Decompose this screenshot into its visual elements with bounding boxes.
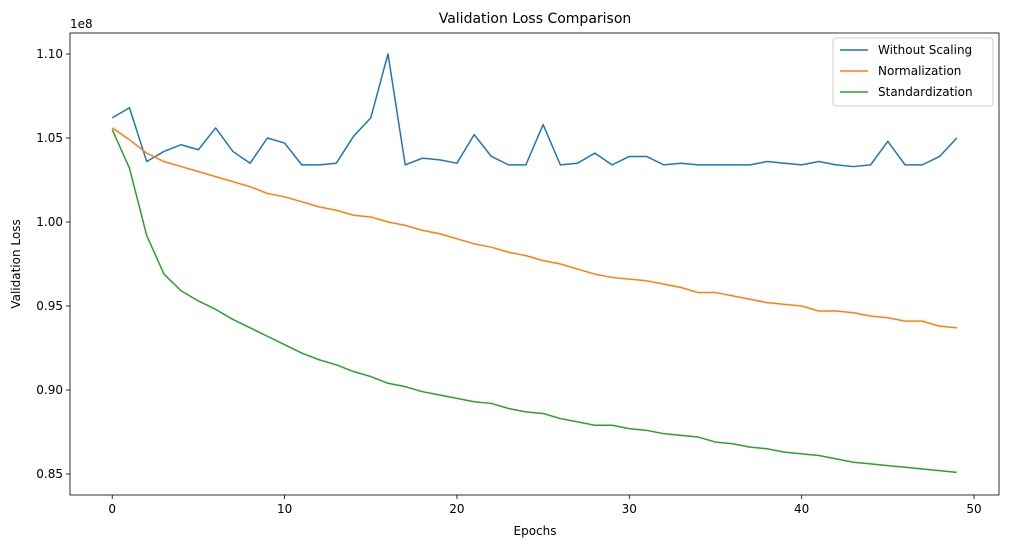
y-tick-label: 0.90 — [36, 383, 63, 397]
legend-label-without-scaling: Without Scaling — [878, 43, 972, 57]
series-line-without-scaling — [111, 53, 958, 168]
series-line-normalization — [111, 127, 957, 329]
y-tick-label: 0.95 — [36, 299, 63, 313]
series-line-standardization — [111, 129, 957, 474]
y-offset-label: 1e8 — [70, 17, 93, 31]
y-axis: 0.85 0.90 0.95 1.00 1.05 1.10 — [36, 47, 70, 481]
x-axis: 0 10 20 30 40 50 — [108, 495, 982, 516]
legend-label-normalization: Normalization — [878, 64, 961, 78]
x-tick-label: 40 — [794, 502, 809, 516]
x-tick-label: 20 — [449, 502, 464, 516]
x-tick-label: 50 — [966, 502, 981, 516]
legend-box — [832, 37, 994, 107]
plot-area — [69, 32, 1000, 496]
chart-title: Validation Loss Comparison — [439, 11, 632, 27]
x-tick-label: 30 — [622, 502, 637, 516]
y-tick-label: 1.00 — [36, 215, 63, 229]
legend-label-standardization: Standardization — [878, 85, 973, 99]
y-tick-label: 1.10 — [36, 47, 63, 61]
y-axis-title: Validation Loss — [9, 219, 23, 308]
y-tick-label: 1.05 — [36, 131, 63, 145]
series-layer — [111, 53, 958, 474]
plot-frame — [69, 32, 1000, 496]
x-tick-label: 0 — [108, 502, 116, 516]
x-tick-label: 10 — [277, 502, 292, 516]
legend: Without Scaling Normalization Standardizat… — [832, 37, 994, 107]
y-tick-label: 0.85 — [36, 467, 63, 481]
x-axis-title: Epochs — [514, 524, 557, 538]
